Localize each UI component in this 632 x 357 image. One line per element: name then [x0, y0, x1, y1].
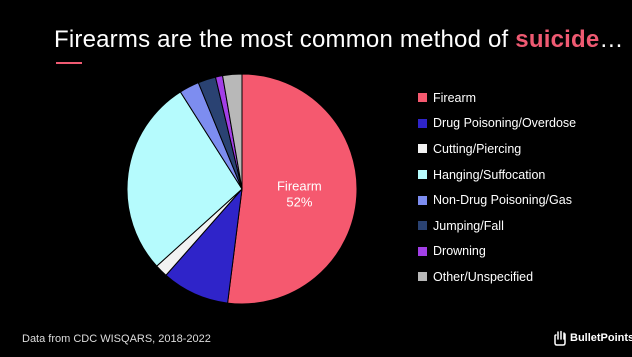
brand-name: BulletPoints — [570, 332, 632, 344]
legend-item-hanging-suffocation: Hanging/Suffocation — [418, 162, 576, 188]
legend-item-firearm: Firearm — [418, 85, 576, 111]
legend-swatch — [418, 144, 427, 154]
title-highlight: suicide — [515, 26, 600, 53]
legend-swatch — [418, 170, 427, 180]
legend-swatch — [418, 195, 427, 205]
pie-slice-other-unspecified — [222, 73, 243, 190]
legend-item-cutting-piercing: Cutting/Piercing — [418, 136, 576, 162]
legend-label: Non-Drug Poisoning/Gas — [433, 193, 572, 208]
legend-item-non-drug-poisoning-gas: Non-Drug Poisoning/Gas — [418, 187, 576, 213]
legend-label: Other/Unspecified — [433, 269, 534, 284]
legend-swatch — [418, 221, 427, 231]
legend-swatch — [418, 272, 427, 282]
pie-label-name: Firearm — [277, 179, 322, 194]
title-prefix: Firearms are the most common method of — [54, 26, 516, 53]
title-suffix: … — [599, 26, 624, 53]
legend-label: Drowning — [433, 244, 486, 259]
legend: Firearm Drug Poisoning/Overdose Cutting/Pi… — [418, 85, 576, 290]
pie-label-value: 52% — [286, 195, 312, 210]
hand-logo-icon — [554, 330, 566, 346]
pie-slice-firearm — [227, 73, 358, 305]
legend-swatch — [418, 118, 427, 128]
legend-label: Drug Poisoning/Overdose — [433, 116, 577, 131]
legend-label: Hanging/Suffocation — [433, 167, 546, 182]
brand-logo: BulletPoints — [553, 330, 632, 346]
legend-label: Cutting/Piercing — [433, 141, 522, 156]
pie-slice-hanging-suffocation — [126, 91, 243, 267]
source-note: Data from CDC WISQARS, 2018-2022 — [22, 333, 211, 345]
legend-item-drowning: Drowning — [418, 239, 576, 265]
legend-swatch — [418, 246, 427, 256]
legend-swatch — [418, 93, 427, 103]
title-underline-accent — [56, 62, 82, 64]
legend-label: Firearm — [433, 90, 477, 105]
legend-item-drug-poisoning-overdose: Drug Poisoning/Overdose — [418, 111, 576, 137]
legend-item-jumping-fall: Jumping/Fall — [418, 213, 576, 239]
legend-label: Jumping/Fall — [433, 218, 504, 233]
chart-title: Firearms are the most common method of s… — [54, 26, 624, 54]
legend-item-other-unspecified: Other/Unspecified — [418, 264, 576, 290]
